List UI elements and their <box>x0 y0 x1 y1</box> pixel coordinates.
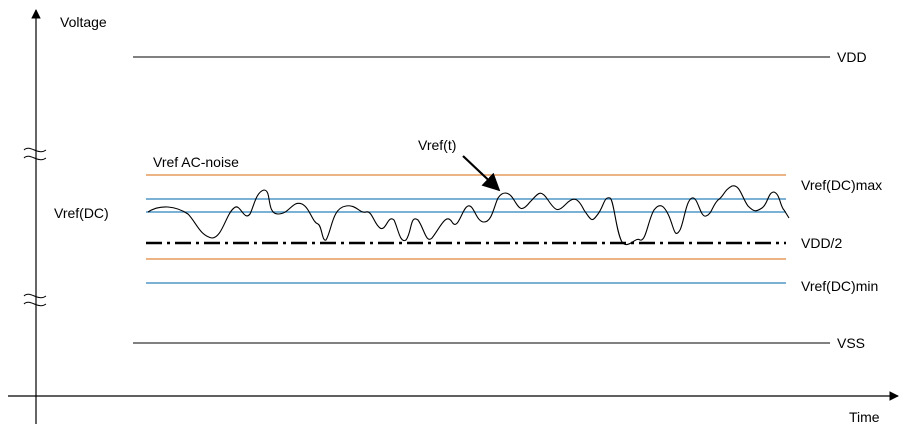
vref-signal-waveform <box>147 185 790 246</box>
vdd-label: VDD <box>837 49 867 65</box>
vref-t-pointer-arrow <box>462 155 501 192</box>
vref-dc-min-label: Vref(DC)min <box>801 278 878 294</box>
vref-dc-label: Vref(DC) <box>54 205 109 221</box>
vref-dc-max-label: Vref(DC)max <box>801 177 882 193</box>
x-axis-label: Time <box>849 409 880 425</box>
vdd-half-label: VDD/2 <box>801 235 842 251</box>
y-axis-label: Voltage <box>60 14 107 30</box>
axis-break-upper <box>23 147 47 161</box>
axis-break-lower <box>23 293 47 307</box>
vss-label: VSS <box>837 335 865 351</box>
vref-t-label: Vref(t) <box>418 137 456 153</box>
vref-ac-noise-label: Vref AC-noise <box>153 154 239 170</box>
